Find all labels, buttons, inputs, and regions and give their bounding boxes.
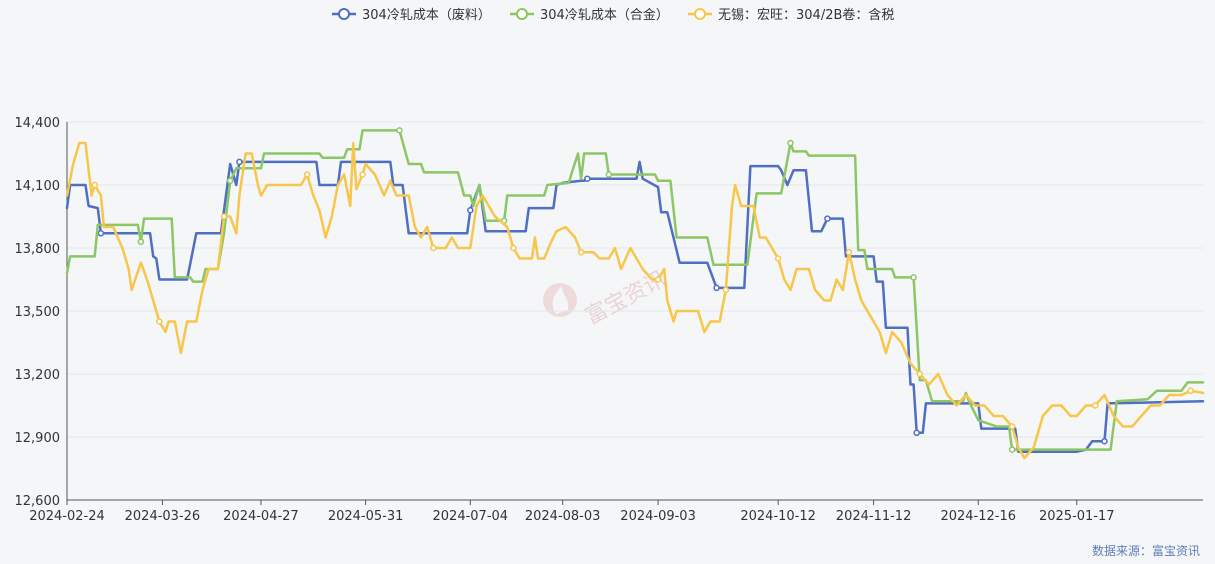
legend-item-1[interactable]: 304冷轧成本（废料） bbox=[332, 7, 491, 23]
legend-marker-icon bbox=[516, 8, 528, 20]
series-point-2 bbox=[396, 127, 403, 134]
x-tick-label: 2024-03-26 bbox=[125, 509, 201, 524]
series-point-3 bbox=[722, 286, 730, 294]
series-point-3 bbox=[1008, 423, 1016, 430]
x-tick-label: 2025-01-17 bbox=[1039, 509, 1115, 524]
y-tick-label: 14,100 bbox=[15, 179, 61, 194]
series-point-1 bbox=[236, 158, 243, 166]
series-lines bbox=[65, 127, 1205, 460]
series-point-3 bbox=[1187, 387, 1194, 395]
y-tick-label: 14,400 bbox=[15, 116, 61, 131]
y-tick-label: 13,800 bbox=[15, 242, 61, 257]
x-tick-label: 2024-08-03 bbox=[525, 509, 601, 524]
series-line-3 bbox=[65, 141, 1205, 460]
x-tick-label: 2024-10-12 bbox=[740, 509, 816, 524]
series-point-2 bbox=[605, 171, 613, 178]
series-point-1 bbox=[824, 215, 831, 222]
legend[interactable]: 304冷轧成本（废料） 304冷轧成本（合金） 无锡：宏旺：304/2B卷：含税 bbox=[332, 7, 894, 23]
series-line-1 bbox=[65, 160, 1205, 453]
x-tick-label: 2024-05-31 bbox=[328, 509, 404, 524]
x-tick-label: 2024-12-16 bbox=[940, 509, 1016, 524]
series-point-1 bbox=[713, 284, 720, 292]
series-point-2 bbox=[226, 177, 234, 185]
series-point-3 bbox=[156, 318, 163, 325]
legend-item-2[interactable]: 304冷轧成本（合金） bbox=[510, 7, 669, 23]
legend-label: 304冷轧成本（合金） bbox=[540, 7, 669, 23]
series-point-3 bbox=[577, 248, 585, 256]
legend-label: 无锡：宏旺：304/2B卷：含税 bbox=[718, 7, 894, 23]
grid bbox=[67, 121, 1203, 438]
series-point-2 bbox=[910, 274, 917, 281]
series-point-2 bbox=[1008, 446, 1016, 453]
series-point-3 bbox=[220, 213, 228, 220]
watermark: 富宝资讯 bbox=[543, 267, 671, 330]
watermark-text: 富宝资讯 bbox=[581, 267, 670, 330]
legend-label: 304冷轧成本（废料） bbox=[362, 7, 491, 23]
x-tick-label: 2024-02-24 bbox=[29, 509, 105, 524]
y-tick-label: 13,200 bbox=[15, 368, 61, 383]
axes: 12,600 12,900 13,200 13,500 13,800 14,100 14,4… bbox=[15, 116, 1203, 524]
series-point-1 bbox=[467, 206, 474, 214]
series-point-1 bbox=[913, 429, 920, 437]
series-point-3 bbox=[91, 181, 98, 189]
series-point-2 bbox=[137, 238, 145, 245]
x-tick-label: 2024-09-03 bbox=[620, 509, 696, 524]
source-label: 数据来源：富宝资讯 bbox=[1092, 543, 1200, 558]
series-point-3 bbox=[774, 255, 782, 262]
series-point-3 bbox=[1091, 402, 1099, 409]
series-point-3 bbox=[303, 171, 311, 178]
y-tick-label: 12,600 bbox=[15, 494, 61, 509]
series-point-3 bbox=[654, 276, 662, 283]
legend-item-3[interactable]: 无锡：宏旺：304/2B卷：含税 bbox=[688, 7, 894, 23]
x-tick-label: 2024-07-04 bbox=[433, 509, 509, 524]
series-point-3 bbox=[359, 171, 366, 178]
y-tick-label: 12,900 bbox=[15, 431, 61, 446]
x-tick-label: 2024-11-12 bbox=[836, 509, 912, 524]
series-point-2 bbox=[787, 139, 794, 147]
watermark-flame-icon bbox=[552, 286, 569, 314]
x-tick-label: 2024-04-27 bbox=[223, 509, 299, 524]
series-line-2 bbox=[65, 129, 1205, 451]
series-point-1 bbox=[1101, 437, 1108, 445]
series-point-3 bbox=[845, 248, 853, 256]
series-point-3 bbox=[916, 370, 924, 378]
series-point-1 bbox=[97, 230, 105, 237]
legend-marker-icon bbox=[338, 8, 350, 20]
series-point-1 bbox=[584, 175, 591, 182]
series-point-3 bbox=[430, 244, 437, 252]
y-tick-label: 13,500 bbox=[15, 305, 61, 320]
series-point-3 bbox=[510, 244, 517, 252]
legend-marker-icon bbox=[694, 8, 706, 20]
